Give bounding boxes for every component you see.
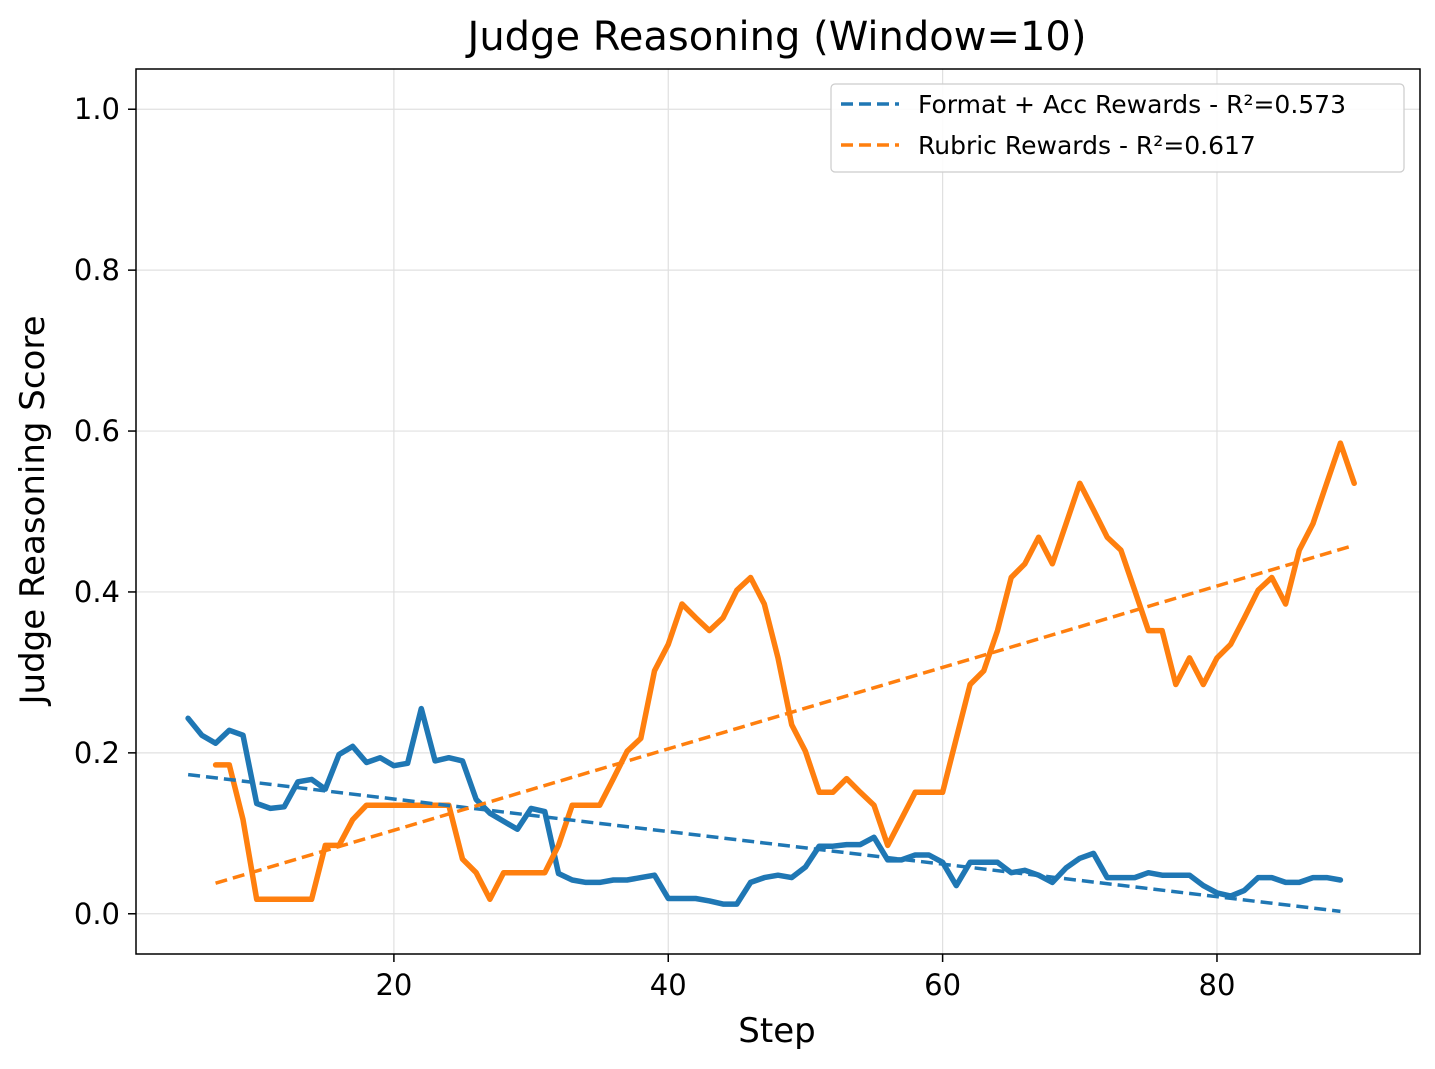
y-tick-label: 0.6 [74,414,120,448]
x-axis-label: Step [738,1011,815,1051]
x-tick-label: 80 [1199,968,1236,1002]
y-axis: 0.0 0.2 0.4 0.6 0.8 1.0 [74,92,136,931]
x-axis: 20 40 60 80 [375,954,1235,1002]
y-axis-label: Judge Reasoning Score [13,316,53,707]
y-tick-label: 0.4 [74,575,120,609]
x-tick-label: 60 [924,968,961,1002]
grid [136,69,1420,954]
legend-label-rubric: Rubric Rewards - R²=0.617 [918,131,1256,160]
plot-frame [135,68,1421,955]
plot-area [185,440,1357,914]
y-tick-label: 1.0 [74,92,120,126]
series-line-format-acc [185,705,1344,907]
y-tick-label: 0.2 [74,736,120,770]
legend-box [830,83,1405,173]
legend-label-format-acc: Format + Acc Rewards - R²=0.573 [918,90,1346,119]
series-line-rubric [212,440,1357,903]
y-tick-label: 0.8 [74,253,120,287]
y-tick-label: 0.0 [74,897,120,931]
x-tick-label: 20 [375,968,412,1002]
trendline-format-acc [187,772,1341,914]
chart-title: Judge Reasoning (Window=10) [465,14,1087,60]
x-tick-label: 40 [650,968,687,1002]
legend: Format + Acc Rewards - R²=0.573 Rubric R… [830,83,1405,173]
trendline-rubric [215,543,1355,885]
